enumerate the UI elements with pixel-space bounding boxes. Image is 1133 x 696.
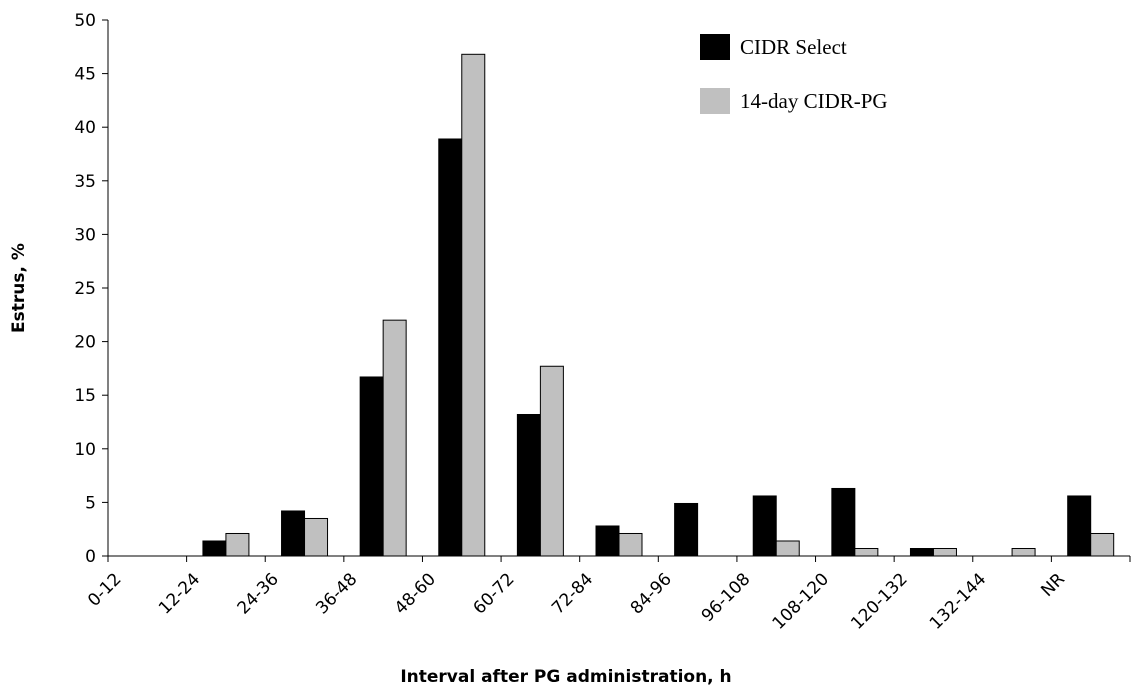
bar <box>909 547 934 557</box>
y-tick-label: 45 <box>74 65 96 85</box>
bar <box>595 525 620 557</box>
bar <box>1090 532 1115 557</box>
bar <box>359 376 384 557</box>
x-tick-label: 24-36 <box>234 569 283 618</box>
y-tick-label: 40 <box>74 118 96 138</box>
x-tick-label: 48-60 <box>391 569 440 618</box>
x-tick-label: 96-108 <box>698 569 755 626</box>
bar <box>1011 547 1036 557</box>
x-tick-label: NR <box>1037 569 1069 601</box>
bar <box>281 510 306 557</box>
bar <box>1067 495 1092 557</box>
x-tick-label: 132-144 <box>926 569 990 633</box>
x-tick-label: 0-12 <box>84 569 125 610</box>
y-axis-title: Estrus, % <box>9 243 29 333</box>
legend-label: CIDR Select <box>740 35 847 59</box>
y-tick-label: 35 <box>74 172 96 192</box>
legend-swatch <box>700 88 730 114</box>
y-tick-label: 0 <box>85 547 96 567</box>
bar <box>674 502 699 557</box>
bar <box>382 319 407 557</box>
x-tick-label: 108-120 <box>769 569 833 633</box>
bar <box>438 138 463 557</box>
bar <box>932 547 957 557</box>
y-tick-label: 50 <box>74 11 96 31</box>
x-tick-label: 84-96 <box>627 569 676 618</box>
x-axis-title: Interval after PG administration, h <box>400 667 731 687</box>
legend-label: 14-day CIDR-PG <box>740 89 888 113</box>
bar <box>202 540 227 557</box>
y-tick-label: 20 <box>74 333 96 353</box>
x-tick-label: 60-72 <box>470 569 519 618</box>
bar <box>854 547 879 557</box>
y-tick-label: 10 <box>74 440 96 460</box>
y-tick-label: 5 <box>85 493 96 513</box>
bar <box>539 365 564 557</box>
x-tick-label: 72-84 <box>548 569 597 618</box>
bar <box>752 495 777 557</box>
legend: CIDR Select 14-day CIDR-PG <box>700 34 888 114</box>
y-tick-label: 15 <box>74 386 96 406</box>
legend-swatch <box>700 34 730 60</box>
x-tick-label: 12-24 <box>155 569 204 618</box>
bar <box>775 540 800 557</box>
y-tick-label: 25 <box>74 279 96 299</box>
bar <box>831 487 856 557</box>
y-tick-label: 30 <box>74 225 96 245</box>
bar <box>516 413 541 557</box>
bar <box>225 532 250 557</box>
x-tick-label: 120-132 <box>847 569 911 633</box>
bar <box>618 532 643 557</box>
bar <box>461 53 486 557</box>
bar <box>304 517 329 557</box>
x-tick-label: 36-48 <box>312 569 361 618</box>
